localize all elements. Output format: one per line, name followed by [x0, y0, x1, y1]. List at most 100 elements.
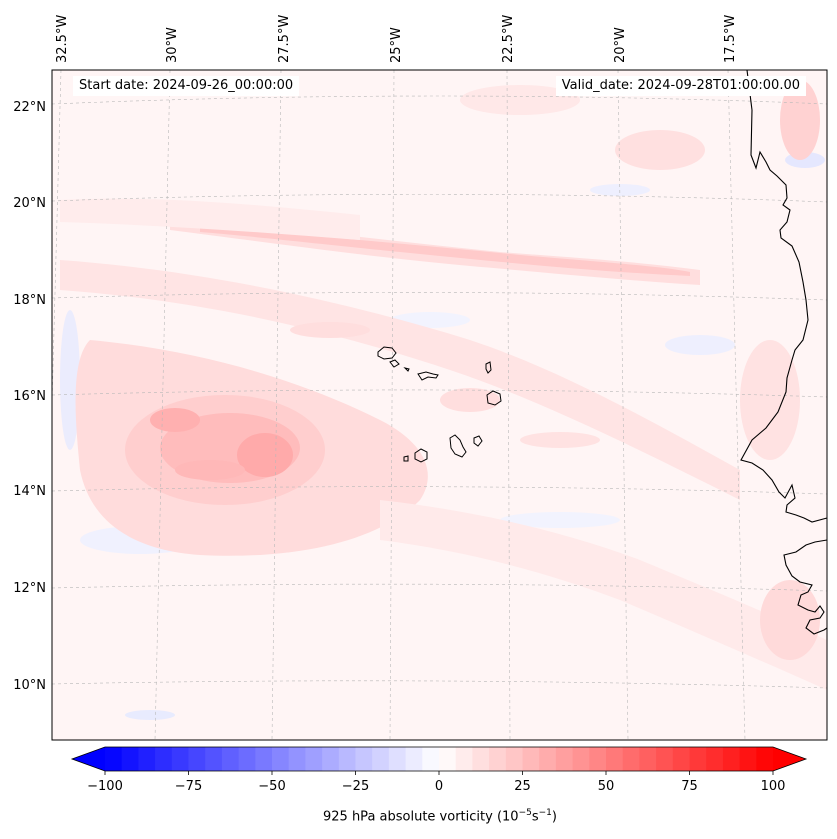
lat-label: 16°N: [13, 389, 46, 404]
colorbar-title: 925 hPa absolute vorticity (10−5s−1): [0, 808, 837, 824]
positive-vorticity-patch: [460, 85, 580, 115]
colorbar-title-exponent: −5: [518, 808, 532, 818]
parallel-gridline: [52, 193, 827, 203]
colorbar-cell: [489, 747, 507, 771]
negative-vorticity-patch: [665, 335, 735, 355]
island-santa-luzia: [403, 367, 410, 372]
colorbar-cell: [606, 747, 624, 771]
africa-coastline-path: [740, 69, 828, 523]
colorbar-tick-label: −100: [87, 779, 123, 794]
island-sao-vicente: [389, 359, 400, 368]
parallel-gridline: [52, 583, 827, 592]
lat-label: 12°N: [13, 581, 46, 596]
island-sao-nicolau: [417, 371, 439, 381]
colorbar-cell: [255, 747, 273, 771]
island-santo-antao: [377, 346, 397, 360]
island-fogo: [414, 448, 428, 463]
lat-label: 20°N: [13, 196, 46, 211]
colorbar-cells: [105, 747, 774, 771]
map-frame: [51, 69, 828, 741]
negative-vorticity-patch: [500, 512, 620, 528]
colorbar-tick-label: 75: [681, 779, 698, 794]
positive-vorticity-band: [380, 500, 827, 690]
colorbar-ticks: −100 −75 −50 −25 0 25 50 75 100: [87, 771, 785, 794]
colorbar: −100 −75 −50 −25 0 25 50 75 100: [70, 746, 808, 794]
colorbar-cell: [722, 747, 741, 771]
colorbar-cell: [238, 747, 256, 771]
colorbar-cell: [221, 747, 240, 771]
lon-label: 30°W: [165, 27, 180, 63]
positive-vorticity-patch: [780, 80, 820, 160]
colorbar-cell: [539, 747, 557, 771]
colorbar-cell: [672, 747, 691, 771]
parallel-gridline: [52, 486, 827, 495]
island-santiago: [449, 434, 467, 458]
map-plot-area: [51, 69, 828, 741]
valid-date-label: Valid_date: 2024-09-28T01:00:00.00: [555, 76, 806, 96]
colorbar-cell: [355, 747, 373, 771]
colorbar-max-extend-arrow: [773, 747, 806, 771]
colorbar-cell: [272, 747, 290, 771]
island-maio: [473, 435, 483, 447]
cape-verde-islands: [377, 346, 502, 463]
meridian-gridline: [154, 70, 171, 740]
positive-vorticity-patch: [740, 340, 800, 460]
island-boa-vista: [486, 390, 502, 406]
colorbar-cell: [155, 747, 173, 771]
colorbar-cell: [756, 747, 774, 771]
colorbar-cell: [188, 747, 206, 771]
positive-vorticity-patch: [440, 388, 500, 412]
colorbar-cell: [622, 747, 640, 771]
lon-label: 22.5°W: [501, 15, 516, 63]
colorbar-tick-label: −50: [258, 779, 285, 794]
colorbar-cell: [422, 747, 440, 771]
colorbar-cell: [388, 747, 407, 771]
colorbar-cell: [171, 747, 190, 771]
colorbar-cell: [706, 747, 724, 771]
colorbar-title-text: 925 hPa absolute vorticity (10: [323, 809, 519, 825]
lat-label: 10°N: [13, 678, 46, 693]
colorbar-tick-label: 0: [435, 779, 443, 794]
start-date-label: Start date: 2024-09-26_00:00:00: [73, 76, 300, 96]
africa-coastline: [740, 69, 828, 635]
positive-vorticity-band: [60, 198, 360, 240]
graticule: [52, 70, 827, 740]
colorbar-cell: [305, 747, 323, 771]
colorbar-tick-label: 100: [761, 779, 786, 794]
colorbar-title-unit: s: [531, 809, 539, 825]
parallel-gridline: [52, 95, 827, 105]
negative-vorticity-patch: [60, 310, 80, 450]
positive-vorticity-patch: [615, 130, 705, 170]
positive-vorticity-band: [60, 260, 740, 500]
colorbar-cell: [205, 747, 223, 771]
colorbar-cell: [472, 747, 490, 771]
colorbar-tick-label: −25: [342, 779, 369, 794]
parallel-gridline: [52, 292, 827, 301]
colorbar-cell: [439, 747, 457, 771]
meridian-gridline: [617, 70, 629, 740]
vorticity-maximum: [150, 408, 200, 432]
colorbar-cell: [105, 747, 123, 771]
colorbar-tick-label: 25: [514, 779, 531, 794]
lat-label: 14°N: [13, 484, 46, 499]
colorbar-cell: [455, 747, 473, 771]
meridian-gridline: [506, 70, 511, 740]
colorbar-cell: [288, 747, 306, 771]
colorbar-cell: [121, 747, 139, 771]
lon-label: 27.5°W: [277, 15, 292, 63]
colorbar-tick-label: −75: [175, 779, 202, 794]
positive-vorticity-patch: [520, 432, 600, 448]
colorbar-tick-label: 50: [598, 779, 615, 794]
colorbar-cell: [689, 747, 707, 771]
lon-label: 32.5°W: [55, 15, 70, 63]
colorbar-cell: [522, 747, 540, 771]
meridian-gridline: [727, 70, 746, 740]
colorbar-min-extend-arrow: [72, 747, 105, 771]
lon-label: 17.5°W: [723, 15, 738, 63]
colorbar-cell: [656, 747, 674, 771]
colorbar-cell: [555, 747, 574, 771]
parallel-gridline: [52, 680, 827, 689]
positive-vorticity-band: [200, 225, 690, 276]
positive-vorticity-patch: [290, 322, 370, 338]
